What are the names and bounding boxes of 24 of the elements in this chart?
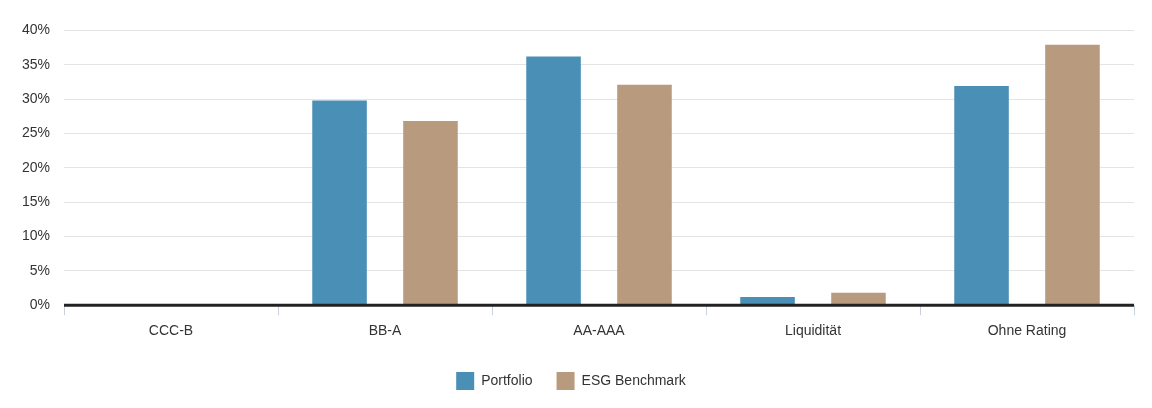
bar <box>403 121 458 305</box>
x-tick-label: Liquidität <box>784 322 842 339</box>
y-tick-label: 35% <box>21 55 51 72</box>
bar <box>312 100 367 305</box>
x-tick-label: CCC-B <box>148 322 194 339</box>
x-tick-label: BB-A <box>368 322 403 339</box>
y-tick-label: 25% <box>21 124 51 141</box>
y-tick-label: 30% <box>21 89 51 106</box>
legend-label: Portfolio <box>481 371 533 388</box>
y-tick-label: 0% <box>29 296 51 313</box>
legend-label: ESG Benchmark <box>581 371 687 388</box>
bar <box>954 86 1009 305</box>
y-tick-label: 15% <box>21 193 51 210</box>
bar <box>740 296 795 305</box>
bar <box>831 292 886 305</box>
bar <box>526 56 581 305</box>
y-tick-label: 10% <box>21 227 51 244</box>
bar <box>1045 44 1100 305</box>
y-tick-label: 5% <box>29 261 51 278</box>
y-tick-label: 20% <box>21 158 51 175</box>
x-tick-label: AA-AAA <box>573 322 626 339</box>
x-tick-label: Ohne Rating <box>987 322 1067 339</box>
y-tick-label: 40% <box>21 21 51 38</box>
bar <box>617 84 672 305</box>
